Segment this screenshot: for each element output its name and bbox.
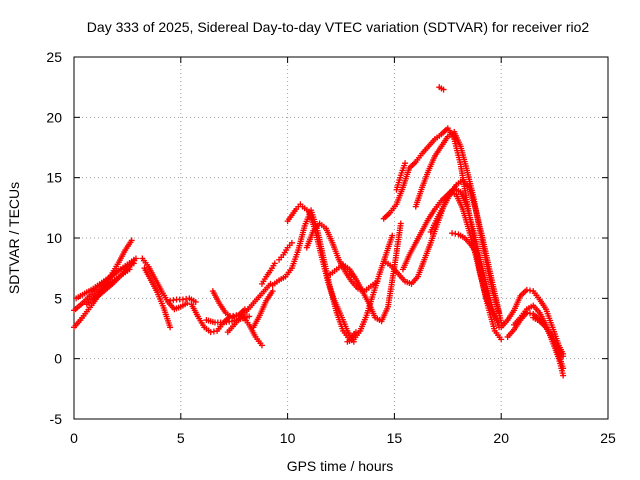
x-tick-label: 25 <box>600 430 616 446</box>
data-point <box>271 260 278 267</box>
series-s28 <box>449 230 481 258</box>
chart-title: Day 333 of 2025, Sidereal Day-to-day VTE… <box>87 19 590 35</box>
data-point <box>560 372 567 379</box>
series-s8 <box>167 295 199 305</box>
grid-lines <box>74 57 608 419</box>
data-point <box>167 324 174 331</box>
data-point <box>350 273 357 280</box>
data-point <box>258 342 265 349</box>
data-point <box>132 255 139 262</box>
data-point <box>184 300 191 307</box>
data-point <box>297 201 304 208</box>
data-point <box>397 220 404 227</box>
series-s19 <box>344 232 396 345</box>
series-s31 <box>498 286 567 357</box>
series-s34 <box>530 314 567 360</box>
x-tick-label: 5 <box>177 430 185 446</box>
data-point <box>474 251 481 258</box>
series-s27 <box>427 177 505 326</box>
data-point <box>192 298 199 305</box>
series-s13 <box>250 288 276 331</box>
data-point <box>288 239 295 246</box>
data-point <box>402 160 409 167</box>
series-s25 <box>399 185 503 331</box>
data-point <box>389 232 396 239</box>
y-axis-label: SDTVAR / TECUs <box>6 182 22 294</box>
series-s30 <box>436 84 447 93</box>
y-tick-label: 0 <box>54 351 62 367</box>
series-s21 <box>284 201 304 225</box>
x-tick-label: 15 <box>387 430 403 446</box>
series-s20 <box>276 239 295 263</box>
series-s24 <box>382 189 505 343</box>
y-tick-label: 15 <box>46 170 62 186</box>
series-s7 <box>141 265 174 331</box>
y-tick-labels: -5 0 5 10 15 20 25 <box>46 49 62 427</box>
series-s6 <box>139 255 191 313</box>
series-s29 <box>393 160 409 193</box>
data-point <box>352 329 359 336</box>
x-tick-labels: 0 5 10 15 20 25 <box>70 430 616 446</box>
axis-ticks <box>73 56 609 420</box>
data-point <box>498 336 505 343</box>
series-s5 <box>92 255 139 302</box>
y-tick-label: 10 <box>46 230 62 246</box>
y-tick-label: -5 <box>50 411 63 427</box>
y-tick-label: 5 <box>54 290 62 306</box>
data-point <box>440 86 447 93</box>
data-point <box>246 313 253 320</box>
series-s22 <box>342 263 357 280</box>
data-points <box>71 84 567 379</box>
x-tick-label: 20 <box>493 430 509 446</box>
series-s14 <box>258 260 278 287</box>
x-axis-label: GPS time / hours <box>287 458 394 474</box>
data-point <box>269 288 276 295</box>
data-point <box>128 237 135 244</box>
y-tick-label: 25 <box>46 49 62 65</box>
series-s3 <box>73 256 137 302</box>
series-s17 <box>303 220 381 295</box>
x-tick-label: 10 <box>280 430 296 446</box>
series-s18 <box>327 220 404 325</box>
x-tick-label: 0 <box>70 430 78 446</box>
data-point <box>560 353 567 360</box>
y-tick-label: 20 <box>46 109 62 125</box>
